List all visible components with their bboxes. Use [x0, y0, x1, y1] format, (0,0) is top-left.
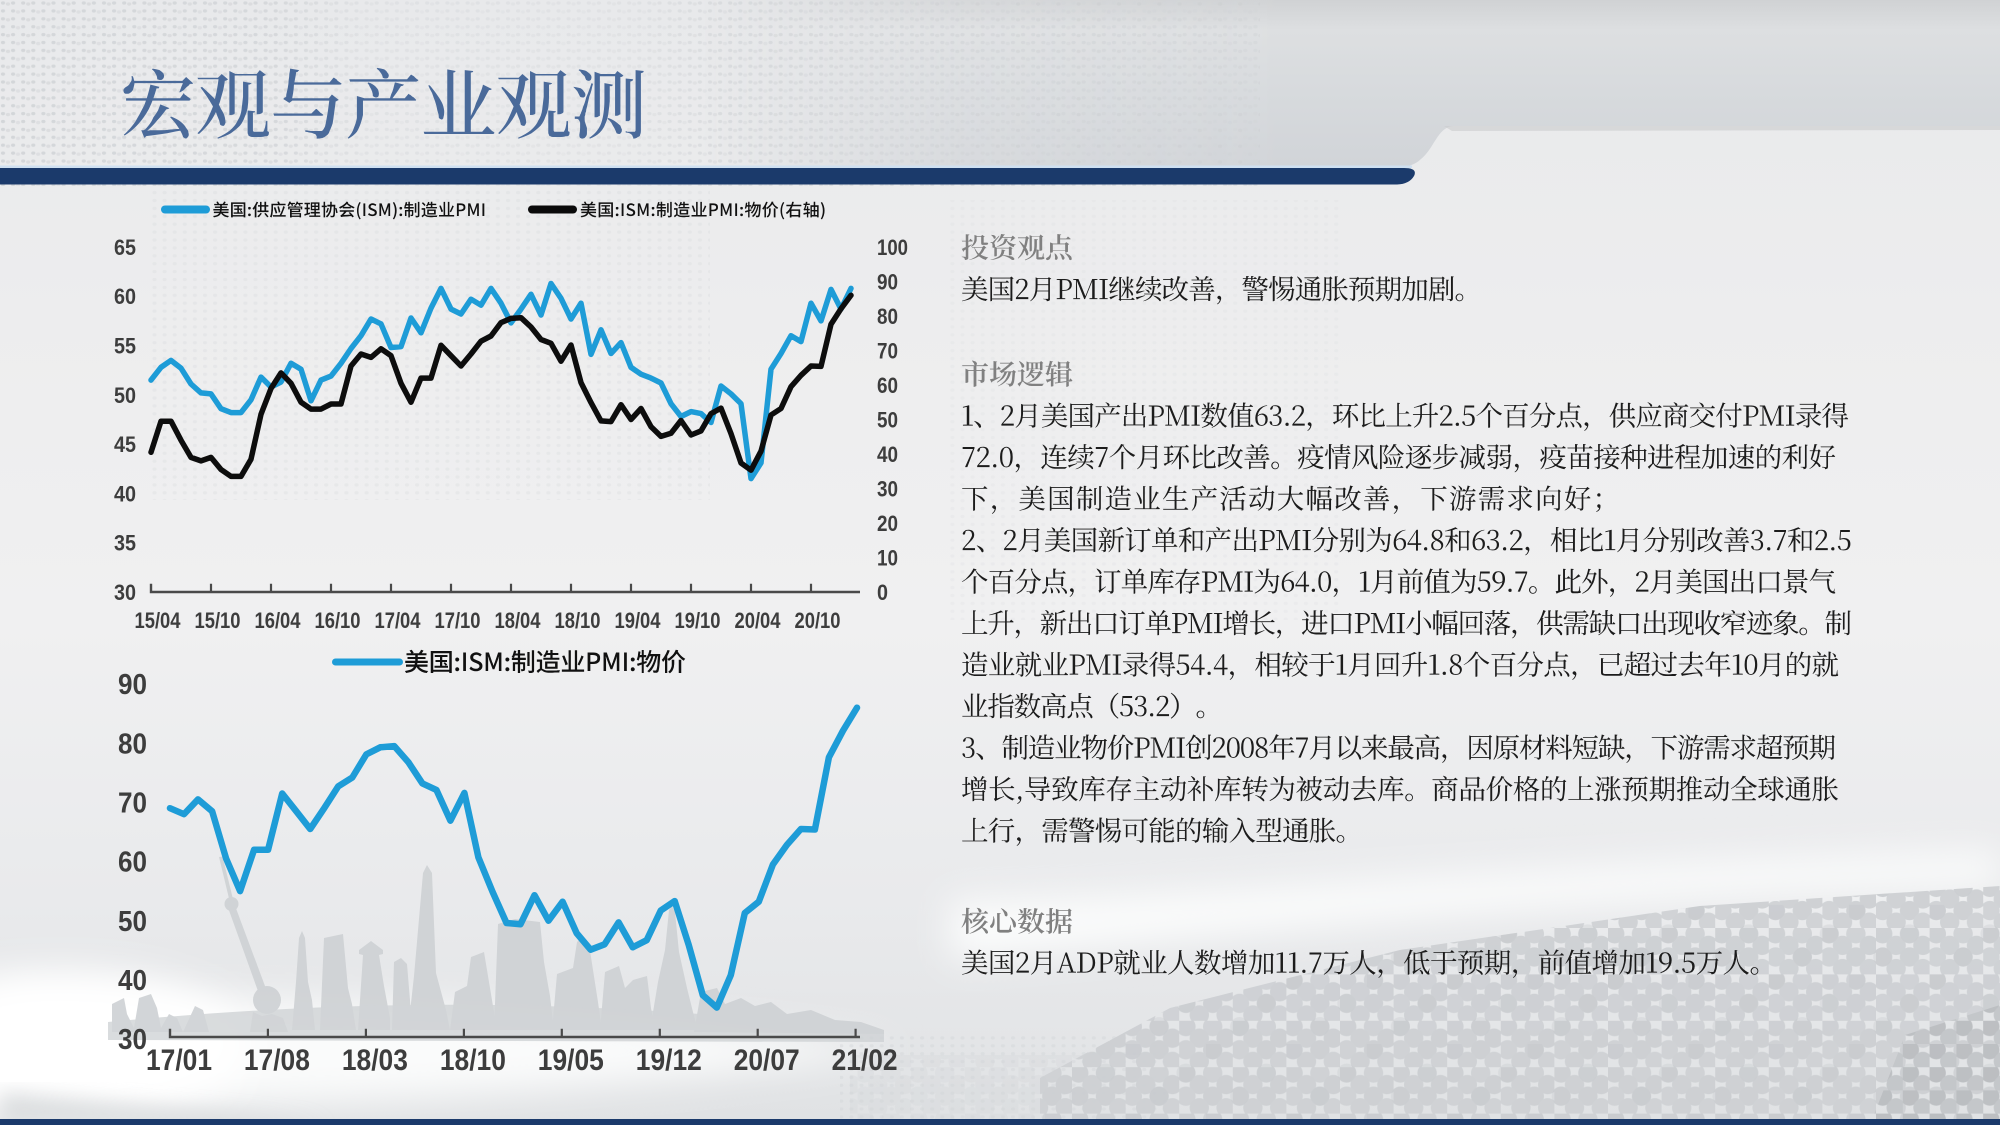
- svg-text:16/04: 16/04: [255, 608, 302, 633]
- svg-text:17/01: 17/01: [146, 1044, 212, 1077]
- svg-text:50: 50: [118, 906, 147, 938]
- svg-text:17/08: 17/08: [244, 1044, 310, 1077]
- svg-text:60: 60: [877, 373, 898, 398]
- svg-text:20/04: 20/04: [735, 608, 782, 633]
- svg-text:80: 80: [877, 304, 898, 329]
- svg-text:55: 55: [114, 334, 136, 359]
- svg-text:20/10: 20/10: [795, 608, 841, 633]
- svg-text:0: 0: [877, 580, 888, 605]
- svg-text:70: 70: [118, 788, 147, 820]
- svg-text:40: 40: [118, 965, 147, 997]
- svg-text:30: 30: [877, 476, 898, 501]
- svg-text:90: 90: [877, 269, 898, 294]
- svg-text:20: 20: [877, 511, 898, 536]
- svg-text:35: 35: [114, 531, 136, 556]
- svg-text:15/10: 15/10: [195, 608, 241, 633]
- svg-text:50: 50: [877, 407, 898, 432]
- svg-text:20/07: 20/07: [734, 1044, 800, 1077]
- svg-text:18/04: 18/04: [495, 608, 542, 633]
- svg-text:100: 100: [877, 235, 908, 260]
- svg-text:17/04: 17/04: [375, 608, 422, 633]
- svg-text:16/10: 16/10: [315, 608, 361, 633]
- svg-text:65: 65: [114, 235, 136, 260]
- svg-text:45: 45: [114, 432, 136, 457]
- svg-text:50: 50: [114, 383, 136, 408]
- svg-text:30: 30: [118, 1024, 147, 1056]
- svg-text:19/05: 19/05: [538, 1044, 604, 1077]
- svg-text:19/04: 19/04: [615, 608, 662, 633]
- svg-text:19/10: 19/10: [675, 608, 721, 633]
- svg-text:10: 10: [877, 545, 898, 570]
- svg-text:80: 80: [118, 728, 147, 760]
- svg-text:70: 70: [877, 338, 898, 363]
- svg-text:18/10: 18/10: [555, 608, 601, 633]
- svg-text:90: 90: [118, 669, 147, 701]
- svg-text:17/10: 17/10: [435, 608, 481, 633]
- svg-text:40: 40: [877, 442, 898, 467]
- svg-text:15/04: 15/04: [135, 608, 182, 633]
- svg-text:19/12: 19/12: [636, 1044, 702, 1077]
- svg-text:60: 60: [118, 847, 147, 879]
- svg-text:18/10: 18/10: [440, 1044, 506, 1077]
- svg-text:40: 40: [114, 481, 136, 506]
- svg-text:18/03: 18/03: [342, 1044, 408, 1077]
- svg-text:30: 30: [114, 580, 136, 605]
- svg-text:60: 60: [114, 284, 136, 309]
- svg-text:21/02: 21/02: [832, 1044, 898, 1077]
